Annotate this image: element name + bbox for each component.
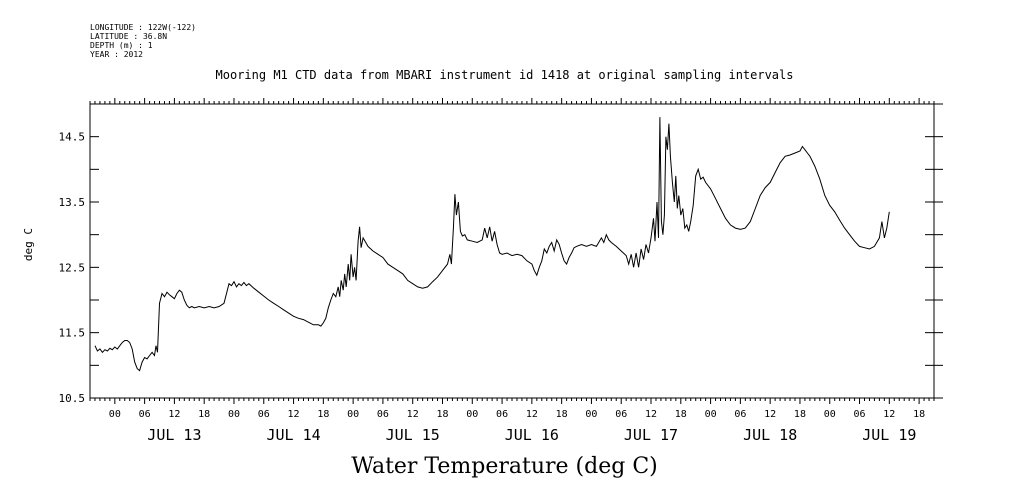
x-tick-label: 00: [228, 409, 240, 420]
x-tick-label: 18: [675, 409, 687, 420]
x-tick-label: 12: [168, 409, 180, 420]
x-tick-label: 06: [377, 409, 389, 420]
x-tick-label: 00: [705, 409, 717, 420]
x-tick-label: 12: [288, 409, 300, 420]
x-tick-label: 18: [794, 409, 806, 420]
x-tick-label: 06: [854, 409, 866, 420]
y-tick-label: 10.5: [59, 392, 86, 405]
x-axis-label: Water Temperature (deg C): [351, 454, 658, 479]
x-tick-label: 06: [615, 409, 627, 420]
chart-title: Mooring M1 CTD data from MBARI instrumen…: [215, 68, 794, 82]
series-line: [94, 117, 890, 372]
y-tick-label: 12.5: [59, 261, 86, 274]
x-day-label: JUL 16: [505, 426, 559, 444]
meta-year: YEAR : 2012: [90, 50, 143, 59]
x-tick-label: 06: [258, 409, 270, 420]
x-tick-label: 12: [764, 409, 776, 420]
x-tick-label: 12: [526, 409, 538, 420]
x-tick-label: 00: [347, 409, 359, 420]
x-day-label: JUL 14: [266, 426, 320, 444]
x-tick-label: 18: [913, 409, 925, 420]
x-tick-label: 18: [317, 409, 329, 420]
x-tick-label: 18: [556, 409, 568, 420]
y-tick-label: 14.5: [59, 131, 86, 144]
x-tick-label: 00: [466, 409, 478, 420]
x-day-label: JUL 17: [624, 426, 678, 444]
x-tick-label: 06: [139, 409, 151, 420]
x-tick-label: 18: [436, 409, 448, 420]
x-tick-label: 00: [109, 409, 121, 420]
x-day-label: JUL 19: [862, 426, 916, 444]
x-day-label: JUL 15: [386, 426, 440, 444]
meta-longitude: LONGITUDE : 122W(-122): [90, 23, 196, 32]
x-day-label: JUL 13: [147, 426, 201, 444]
x-tick-label: 12: [645, 409, 657, 420]
meta-depth: DEPTH (m) : 1: [90, 41, 153, 50]
x-tick-label: 12: [407, 409, 419, 420]
y-tick-label: 11.5: [59, 327, 86, 340]
x-tick-label: 06: [734, 409, 746, 420]
y-tick-label: 13.5: [59, 196, 86, 209]
x-tick-label: 00: [585, 409, 597, 420]
x-day-label: JUL 18: [743, 426, 797, 444]
y-axis-label: deg C: [22, 227, 36, 262]
meta-latitude: LATITUDE : 36.8N: [90, 32, 168, 41]
x-tick-label: 18: [198, 409, 210, 420]
x-tick-label: 12: [883, 409, 895, 420]
x-tick-label: 00: [824, 409, 836, 420]
plot-frame: [89, 103, 935, 399]
x-tick-label: 06: [496, 409, 508, 420]
